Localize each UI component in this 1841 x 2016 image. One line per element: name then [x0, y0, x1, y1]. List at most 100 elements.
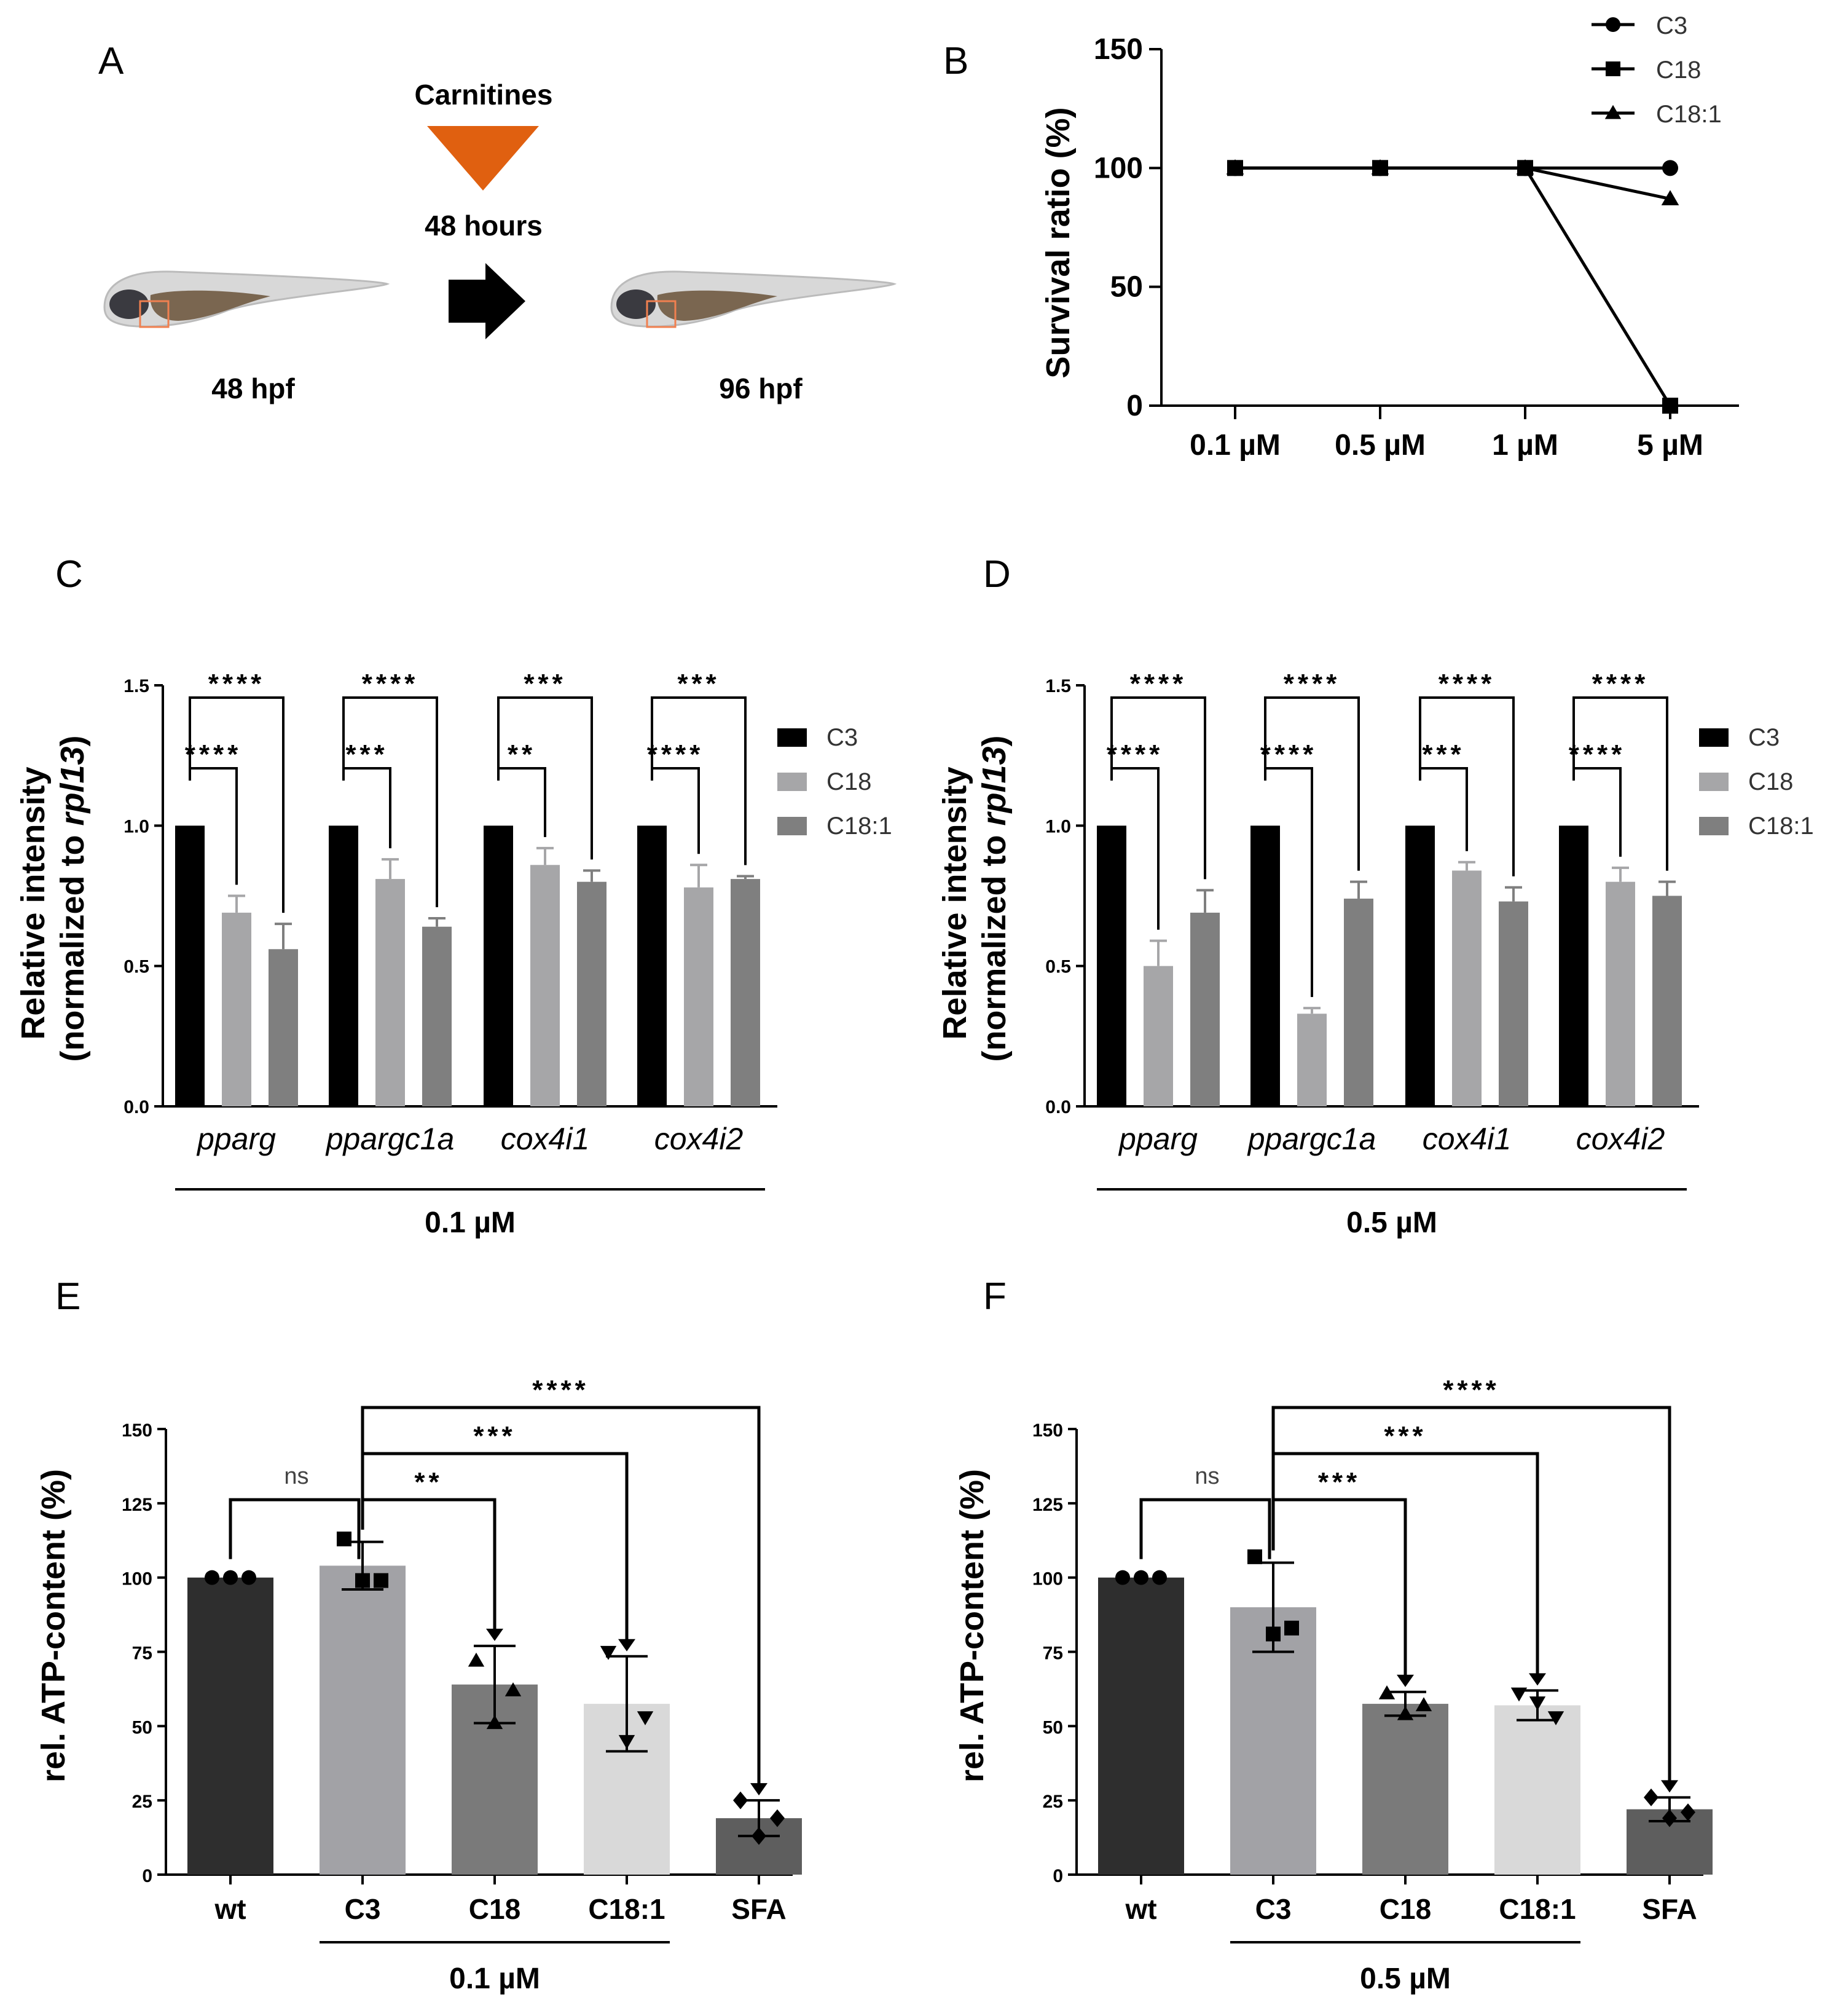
panel-b-legend-marker — [1604, 104, 1622, 119]
significance-stars: *** — [524, 669, 566, 699]
group-label: 0.5 µM — [1360, 1963, 1451, 1995]
significance-stars: *** — [1422, 739, 1464, 770]
panel-c-y-axis-label-suffix: ) — [54, 735, 91, 746]
panel-b-x-tick-label: 0.1 µM — [1190, 429, 1281, 462]
significance-stars: *** — [345, 739, 388, 770]
significance-bracket — [651, 696, 747, 865]
bar-C3-pparg — [175, 825, 205, 1106]
bar-C3-cox4i1 — [484, 825, 513, 1106]
y-tick-label: 75 — [132, 1644, 152, 1664]
comparison-arrowhead — [1397, 1674, 1414, 1687]
y-tick-label: 100 — [122, 1569, 152, 1589]
bar-C3-cox4i2 — [637, 825, 667, 1106]
arrow-right-icon — [449, 263, 525, 339]
legend-label: C18:1 — [826, 813, 892, 840]
legend-label: C18:1 — [1748, 813, 1814, 840]
y-tick-label: 25 — [132, 1792, 152, 1812]
y-tick-label: 50 — [132, 1717, 152, 1738]
significance-stars: **** — [1107, 739, 1164, 770]
data-point — [1662, 1809, 1677, 1827]
x-tick-label: pparg — [196, 1122, 276, 1156]
data-point — [504, 1682, 522, 1696]
panel-d-y-axis-label-prefix: (normalized to — [976, 826, 1013, 1062]
significance-bracket — [1419, 696, 1515, 876]
legend-swatch — [1699, 773, 1729, 791]
data-point — [337, 1531, 351, 1546]
x-tick-label: cox4i2 — [1576, 1122, 1665, 1156]
y-tick-label: 1.0 — [1045, 816, 1071, 837]
bar-C3-ppargc1a — [1250, 825, 1280, 1106]
panel-f-atp-chart: rel. ATP-content (%) 0 25 50 75 100 125 150 wt C… — [954, 1375, 1713, 1995]
panel-b-point-C18:1 — [1226, 159, 1244, 175]
data-point — [637, 1711, 654, 1726]
x-tick-label: C3 — [345, 1893, 381, 1925]
panel-f-y-axis-label: rel. ATP-content (%) — [954, 1469, 991, 1782]
bar-C18:1-cox4i1 — [1499, 901, 1528, 1106]
bar-C18-cox4i1 — [530, 865, 560, 1106]
bar-C18-pparg — [222, 912, 251, 1106]
y-tick-label: 125 — [1032, 1495, 1063, 1515]
bar-C18-ppargc1a — [1297, 1014, 1327, 1106]
bar-C18-cox4i2 — [1606, 881, 1635, 1106]
panel-b-survival-chart: Survival ratio (%) 0 50 100 150 0.1 µM 0.5 µM… — [1040, 12, 1739, 462]
panel-label-e: E — [55, 1275, 80, 1318]
x-tick-label: C18:1 — [1499, 1893, 1576, 1925]
panel-b-line-C18 — [1235, 166, 1672, 407]
comparison-bracket — [361, 1406, 761, 1792]
significance-stars: *** — [677, 669, 720, 699]
comparison-bracket — [1271, 1406, 1671, 1789]
data-point — [223, 1570, 238, 1585]
panel-d-expression-chart: Relative intensity (normalized to rpl13)… — [936, 669, 1814, 1239]
x-tick-label: C3 — [1255, 1893, 1292, 1925]
bar-C3-cox4i2 — [1559, 825, 1588, 1106]
legend-swatch — [1699, 817, 1729, 835]
data-point — [1115, 1570, 1130, 1585]
y-tick-label: 50 — [1043, 1717, 1063, 1738]
significance-stars: **** — [185, 739, 242, 770]
bar-C3-ppargc1a — [329, 825, 358, 1106]
panel-label-f: F — [983, 1275, 1007, 1318]
bar-C18:1-cox4i2 — [731, 879, 760, 1106]
y-tick-label: 0.5 — [124, 957, 149, 977]
panel-c-y-axis-label-gene: rpl13 — [54, 746, 91, 825]
data-point — [468, 1652, 485, 1667]
bar-C18:1-pparg — [1190, 912, 1220, 1106]
panel-b-legend-label: C3 — [1656, 12, 1687, 39]
group-label: 0.1 µM — [425, 1207, 516, 1239]
data-point — [486, 1715, 503, 1730]
data-point — [1152, 1570, 1167, 1585]
bar-C18 — [1362, 1704, 1448, 1875]
duration-label: 48 hours — [425, 210, 543, 242]
data-point — [600, 1645, 617, 1660]
data-point — [770, 1809, 785, 1827]
x-tick-label: wt — [1125, 1893, 1156, 1925]
legend-swatch — [777, 728, 807, 747]
significance-stars: **** — [1439, 669, 1496, 699]
y-tick-label: 150 — [122, 1420, 152, 1441]
panel-label-d: D — [983, 553, 1011, 596]
comparison-arrowhead — [1661, 1780, 1678, 1793]
y-tick-label: 0.0 — [1045, 1097, 1071, 1117]
y-tick-label: 1.0 — [124, 816, 149, 837]
significance-stars: **** — [1130, 669, 1187, 699]
data-point — [1284, 1620, 1299, 1636]
data-point — [241, 1570, 256, 1585]
panel-b-y-tick-label: 100 — [1094, 152, 1143, 184]
bar-C18-cox4i1 — [1452, 870, 1482, 1106]
bar-C18:1-ppargc1a — [422, 926, 452, 1106]
bar-C3-pparg — [1097, 825, 1126, 1106]
panel-b-x-tick-label: 0.5 µM — [1335, 429, 1426, 462]
panel-label-a: A — [98, 40, 124, 82]
panel-b-point-C3 — [1662, 160, 1678, 176]
data-point — [752, 1827, 766, 1845]
panel-b-point-C18:1 — [1516, 159, 1534, 175]
x-tick-label: C18 — [1380, 1893, 1431, 1925]
significance-stars: **** — [1569, 739, 1626, 770]
panel-b-y-tick-label: 50 — [1110, 271, 1143, 304]
panel-e-atp-chart: rel. ATP-content (%) 0 25 50 75 100 125 150 wt C… — [35, 1375, 802, 1995]
panel-b-x-tick-label: 1 µM — [1492, 429, 1558, 462]
y-tick-label: 25 — [1043, 1792, 1063, 1812]
significance-bracket — [1572, 696, 1668, 871]
panel-b-y-tick-label: 0 — [1126, 390, 1143, 422]
significance-bracket — [189, 696, 285, 913]
